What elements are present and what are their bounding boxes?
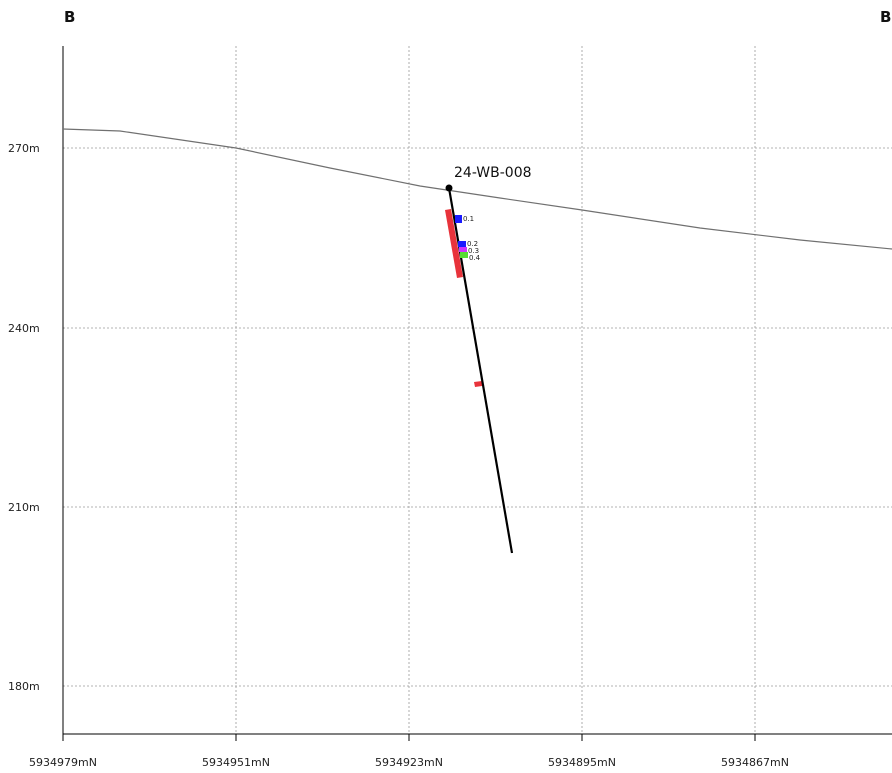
sample-label: 0.2 [467,240,478,248]
sample-box-0-2 [458,241,466,247]
northing-tick-label: 5934951mN [202,756,270,769]
drillhole-label: 24-WB-008 [454,165,532,181]
vertical-grid [235,46,756,733]
northing-tick-label: 5934923mN [375,756,443,769]
northing-tick-label: 5934895mN [548,756,616,769]
elevation-tick-label: 180m [8,680,40,693]
section-label-right: B [880,8,891,26]
elevation-tick-label: 240m [8,322,40,335]
northing-tick-label: 5934867mN [721,756,789,769]
topography-line [62,128,892,250]
sample-label: 0.1 [463,215,474,223]
sample-box-0-3 [459,247,467,252]
horizontal-grid [63,147,892,687]
collar-marker [445,184,453,192]
elevation-tick-label: 270m [8,142,40,155]
sample-box-0-1 [455,215,462,223]
sample-box-0-4 [460,252,468,258]
section-label-left: B [64,8,75,26]
northing-ticks [62,734,756,741]
sample-label: 0.3 [468,247,479,255]
red-interval-small [474,381,482,387]
elevation-tick-label: 210m [8,501,40,514]
northing-tick-label: 5934979mN [29,756,97,769]
sample-label: 0.4 [469,254,481,262]
red-interval-bar [445,209,463,278]
